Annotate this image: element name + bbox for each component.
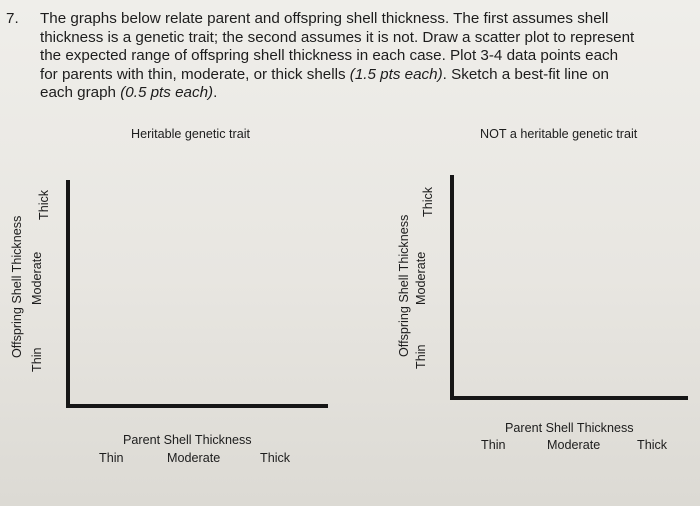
graph1-title: Heritable genetic trait: [131, 127, 251, 141]
question-line-1: The graphs below relate parent and offsp…: [40, 10, 609, 27]
graph2-y-axis-label: Offspring Shell Thickness: [397, 214, 411, 357]
question-line-4: for parents with thin, moderate, or thic…: [40, 66, 694, 85]
graph1-x-axis-label: Parent Shell Thickness: [123, 433, 252, 447]
question-line-4c: . Sketch a best-fit line on: [442, 65, 609, 83]
graph2-y-axis: [450, 175, 454, 400]
graph1-y-tick-moderate: Moderate: [30, 251, 44, 305]
graph2-x-axis-label: Parent Shell Thickness: [505, 421, 634, 435]
graph2-title: NOT a heritable genetic trait: [480, 127, 638, 141]
question-line-5a: each graph: [40, 84, 121, 102]
question-line-3: the expected range of offspring shell th…: [40, 47, 619, 65]
graph1-x-tick-moderate: Moderate: [167, 451, 221, 465]
question-line-5: each graph (0.5 pts each).: [40, 84, 694, 103]
question-number: 7.: [6, 10, 19, 27]
graph2-y-tick-moderate: Moderate: [414, 251, 428, 305]
graph2-x-tick-moderate: Moderate: [547, 438, 601, 452]
graph2-y-tick-thin: Thin: [414, 344, 428, 370]
graph2-x-tick-thick: Thick: [637, 438, 668, 452]
graph1-y-tick-thin: Thin: [30, 347, 44, 373]
graph2-y-tick-thick: Thick: [421, 186, 435, 217]
question-line-2: thickness is a genetic trait; the second…: [40, 28, 635, 46]
question-text: The graphs below relate parent and offsp…: [40, 10, 694, 103]
graph2-x-axis: [450, 396, 688, 400]
graph1-x-tick-thick: Thick: [260, 451, 291, 465]
points-each-note-2: (0.5 pts each): [120, 84, 214, 102]
graph1-y-axis: [66, 180, 70, 408]
graph2-x-tick-thin: Thin: [481, 438, 506, 452]
graph1-y-tick-thick: Thick: [37, 189, 51, 220]
points-each-note-1: (1.5 pts each): [349, 65, 443, 83]
question-line-4a: for parents with thin, moderate, or thic…: [40, 65, 350, 83]
graph1-y-axis-label: Offspring Shell Thickness: [10, 215, 24, 358]
graph1-x-axis: [66, 404, 328, 408]
question-line-5c: .: [213, 84, 218, 102]
graph1-x-tick-thin: Thin: [99, 451, 124, 465]
